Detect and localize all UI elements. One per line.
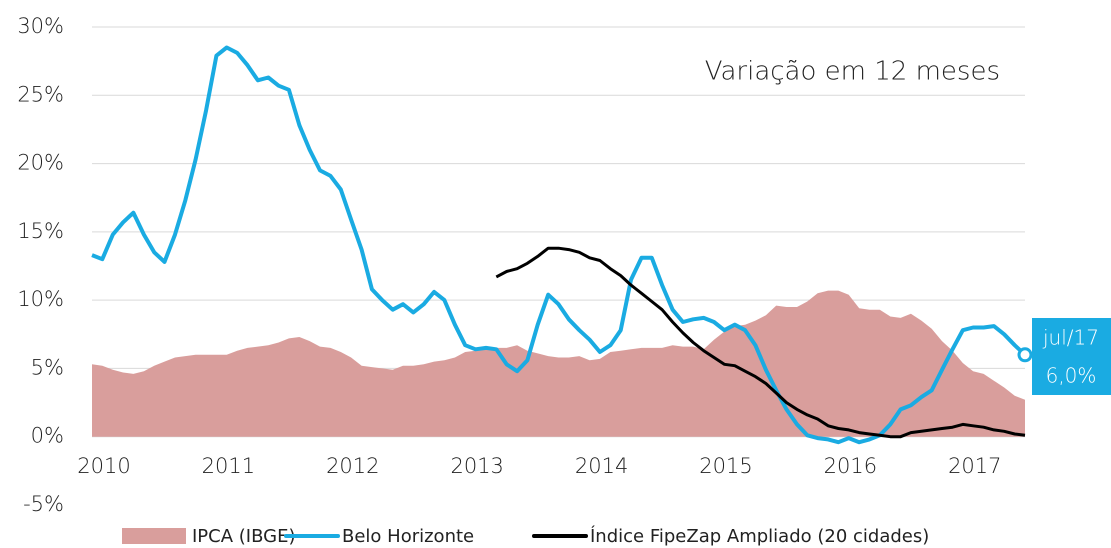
callout-value: 6,0% (1046, 364, 1097, 388)
y-tick-label: -5% (23, 492, 64, 516)
x-tick-label: 2012 (326, 454, 379, 478)
x-tick-label: 2013 (450, 454, 503, 478)
callout-box (1032, 318, 1111, 395)
y-tick-label: 15% (17, 219, 64, 243)
area (92, 290, 1025, 437)
y-tick-label: 0% (31, 424, 64, 448)
x-tick-label: 2014 (575, 454, 628, 478)
x-tick-label: 2011 (202, 454, 255, 478)
legend-label: Belo Horizonte (342, 526, 474, 547)
x-tick-label: 2010 (77, 454, 130, 478)
end-marker (1017, 347, 1033, 363)
line (495, 246, 1026, 439)
line (91, 45, 1027, 445)
legend-label: IPCA (IBGE) (192, 526, 295, 547)
legend-label: Índice FipeZap Ampliado (20 cidades) (590, 525, 929, 547)
x-tick-label: 2016 (824, 454, 877, 478)
y-tick-label: 30% (17, 14, 64, 38)
y-tick-label: 10% (17, 287, 64, 311)
annotation: Variação em 12 meses (705, 57, 1000, 87)
x-tick-label: 2017 (948, 454, 1001, 478)
y-tick-label: 25% (17, 82, 64, 106)
y-tick-label: 20% (17, 151, 64, 175)
callout-date: jul/17 (1042, 326, 1099, 350)
y-tick-label: 5% (31, 355, 64, 379)
legend-swatch (122, 528, 186, 544)
x-tick-label: 2015 (699, 454, 752, 478)
